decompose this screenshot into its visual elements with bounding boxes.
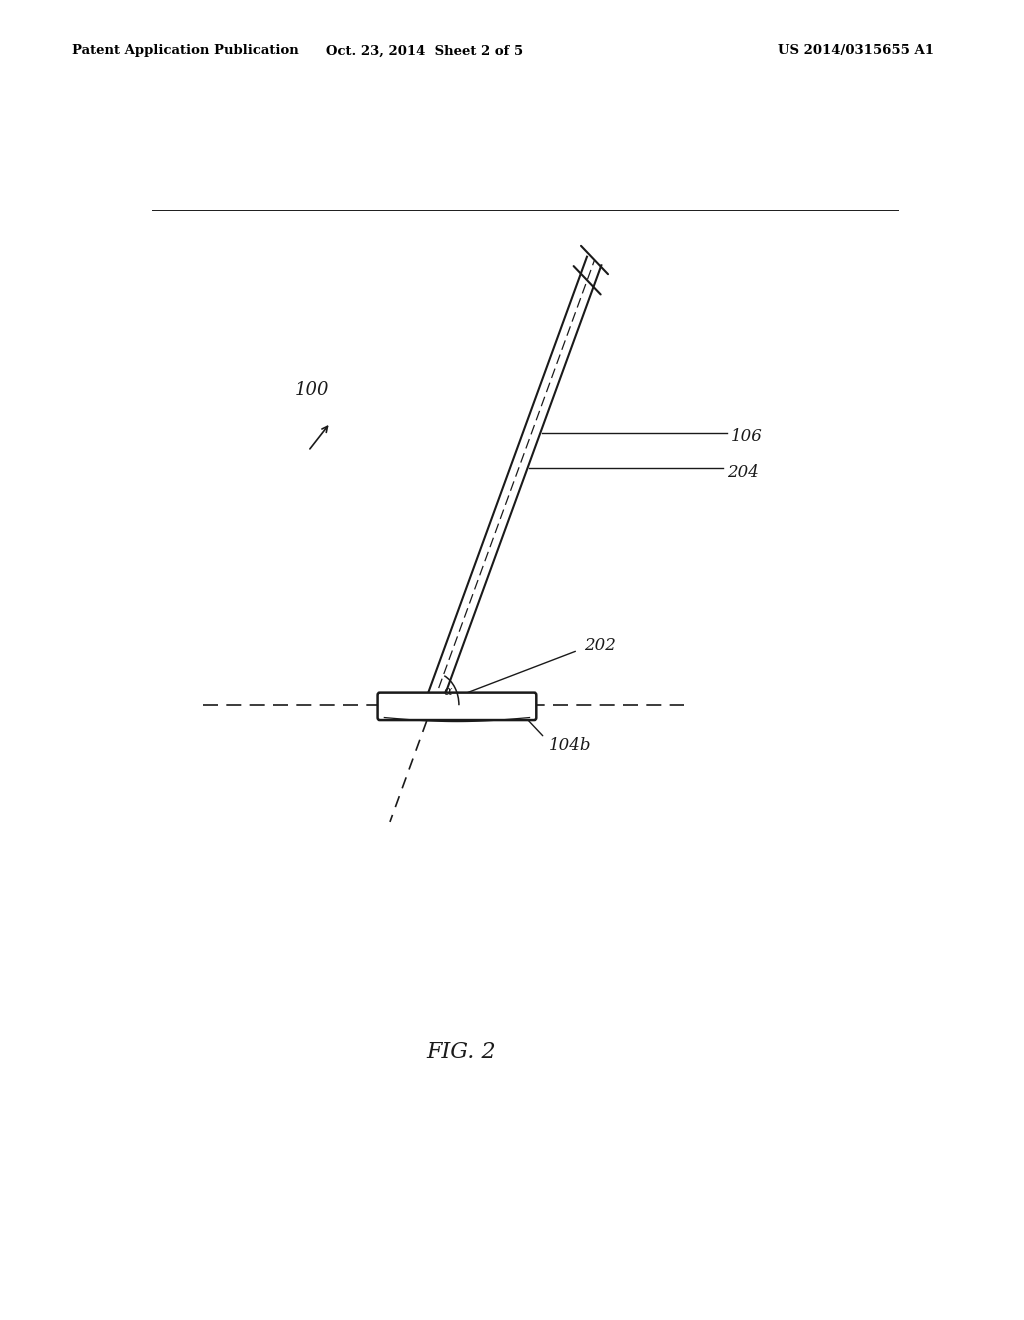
- Text: US 2014/0315655 A1: US 2014/0315655 A1: [778, 45, 934, 57]
- Text: Patent Application Publication: Patent Application Publication: [72, 45, 298, 57]
- Text: 106: 106: [731, 428, 763, 445]
- Text: α: α: [443, 685, 453, 698]
- FancyBboxPatch shape: [378, 693, 537, 721]
- Text: 202: 202: [585, 638, 616, 655]
- Text: Oct. 23, 2014  Sheet 2 of 5: Oct. 23, 2014 Sheet 2 of 5: [327, 45, 523, 57]
- Text: 104b: 104b: [549, 737, 591, 754]
- Text: FIG. 2: FIG. 2: [427, 1041, 496, 1063]
- Text: 204: 204: [727, 463, 759, 480]
- Text: 100: 100: [295, 381, 329, 399]
